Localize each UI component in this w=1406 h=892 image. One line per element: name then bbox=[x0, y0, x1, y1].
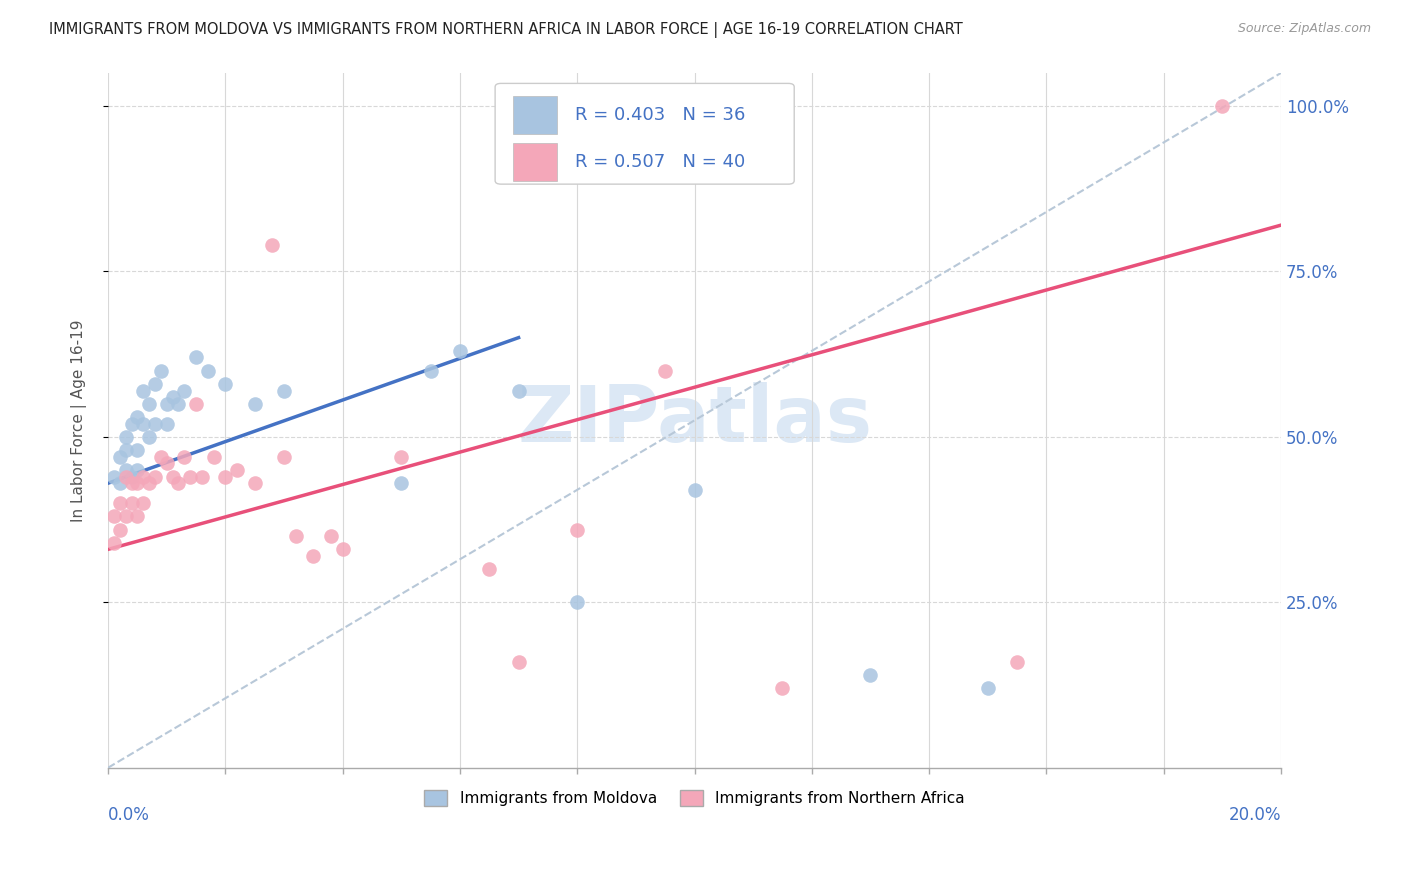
Point bbox=[173, 450, 195, 464]
Point bbox=[103, 469, 125, 483]
Point bbox=[191, 469, 214, 483]
Point bbox=[156, 417, 179, 431]
Point bbox=[214, 376, 236, 391]
Point bbox=[127, 509, 149, 524]
Point bbox=[184, 351, 207, 365]
Text: R = 0.507   N = 40: R = 0.507 N = 40 bbox=[575, 153, 745, 171]
Point bbox=[114, 430, 136, 444]
Point bbox=[273, 384, 295, 398]
Point bbox=[197, 364, 219, 378]
Point bbox=[149, 450, 172, 464]
Point bbox=[772, 681, 794, 696]
Point bbox=[114, 463, 136, 477]
Point bbox=[977, 681, 1000, 696]
Point bbox=[302, 549, 325, 563]
Text: Source: ZipAtlas.com: Source: ZipAtlas.com bbox=[1237, 22, 1371, 36]
Point bbox=[138, 476, 160, 491]
Text: ZIPatlas: ZIPatlas bbox=[517, 383, 872, 458]
Point bbox=[143, 469, 166, 483]
FancyBboxPatch shape bbox=[495, 83, 794, 184]
Text: IMMIGRANTS FROM MOLDOVA VS IMMIGRANTS FROM NORTHERN AFRICA IN LABOR FORCE | AGE : IMMIGRANTS FROM MOLDOVA VS IMMIGRANTS FR… bbox=[49, 22, 963, 38]
Point bbox=[1005, 655, 1028, 669]
Point bbox=[132, 496, 155, 510]
Point bbox=[108, 523, 131, 537]
Legend: Immigrants from Moldova, Immigrants from Northern Africa: Immigrants from Moldova, Immigrants from… bbox=[419, 784, 970, 813]
Point bbox=[127, 476, 149, 491]
Point bbox=[319, 529, 342, 543]
Point bbox=[156, 397, 179, 411]
Point bbox=[1211, 99, 1233, 113]
Point bbox=[156, 456, 179, 470]
Point bbox=[143, 376, 166, 391]
Point bbox=[184, 397, 207, 411]
Point bbox=[449, 343, 471, 358]
Point bbox=[127, 410, 149, 425]
Point bbox=[121, 496, 143, 510]
Point bbox=[138, 397, 160, 411]
Point bbox=[138, 430, 160, 444]
Point bbox=[114, 509, 136, 524]
Point bbox=[419, 364, 441, 378]
Point bbox=[243, 476, 266, 491]
Point bbox=[127, 463, 149, 477]
Point bbox=[202, 450, 225, 464]
Point bbox=[143, 417, 166, 431]
Point bbox=[167, 397, 190, 411]
Point bbox=[332, 542, 354, 557]
Point bbox=[127, 443, 149, 458]
Point bbox=[567, 523, 589, 537]
Y-axis label: In Labor Force | Age 16-19: In Labor Force | Age 16-19 bbox=[72, 319, 87, 522]
Point bbox=[226, 463, 249, 477]
Point bbox=[284, 529, 307, 543]
Text: R = 0.403   N = 36: R = 0.403 N = 36 bbox=[575, 106, 745, 124]
Point bbox=[121, 476, 143, 491]
Point bbox=[389, 476, 412, 491]
Point bbox=[149, 364, 172, 378]
Point bbox=[121, 417, 143, 431]
Point bbox=[121, 469, 143, 483]
Point bbox=[567, 595, 589, 609]
Point bbox=[108, 496, 131, 510]
Point bbox=[273, 450, 295, 464]
Point bbox=[654, 364, 676, 378]
Text: 20.0%: 20.0% bbox=[1229, 805, 1281, 824]
FancyBboxPatch shape bbox=[513, 96, 557, 134]
Point bbox=[114, 443, 136, 458]
Point bbox=[114, 469, 136, 483]
Point bbox=[162, 390, 184, 404]
Point bbox=[167, 476, 190, 491]
Point bbox=[103, 509, 125, 524]
Point bbox=[683, 483, 706, 497]
Point bbox=[508, 384, 530, 398]
Point bbox=[132, 384, 155, 398]
Point bbox=[508, 655, 530, 669]
Point bbox=[132, 417, 155, 431]
Point bbox=[478, 562, 501, 576]
Point bbox=[162, 469, 184, 483]
Point bbox=[243, 397, 266, 411]
Point bbox=[262, 238, 284, 252]
Text: 0.0%: 0.0% bbox=[108, 805, 150, 824]
Point bbox=[132, 469, 155, 483]
Point bbox=[214, 469, 236, 483]
Point bbox=[389, 450, 412, 464]
Point bbox=[108, 450, 131, 464]
FancyBboxPatch shape bbox=[513, 143, 557, 181]
Point bbox=[108, 476, 131, 491]
Point bbox=[103, 535, 125, 549]
Point bbox=[173, 384, 195, 398]
Point bbox=[859, 668, 882, 682]
Point bbox=[179, 469, 201, 483]
